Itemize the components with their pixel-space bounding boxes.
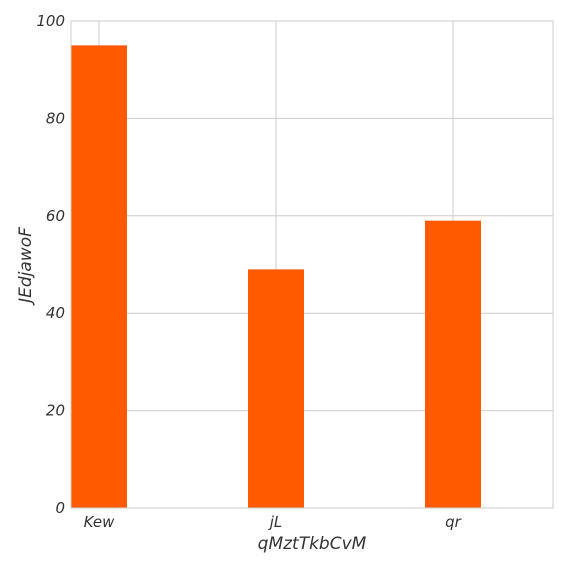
bar-jL (248, 269, 304, 508)
y-tick-label: 60 (46, 207, 65, 225)
y-tick-labels: 0 20 40 60 80 100 (36, 12, 65, 517)
x-tick-labels: Kew jL qr (84, 513, 462, 531)
y-tick-label: 0 (55, 499, 65, 517)
x-tick-label: qr (445, 513, 462, 531)
y-tick-label: 100 (36, 12, 65, 30)
x-tick-label: jL (268, 513, 283, 531)
y-tick-label: 80 (46, 109, 65, 127)
y-tick-label: 40 (46, 304, 65, 322)
x-tick-label: Kew (84, 513, 116, 531)
bar-qr (425, 221, 481, 508)
bar-Kew (71, 45, 127, 508)
y-tick-label: 20 (46, 402, 65, 420)
y-axis-label: JEdjawoF (16, 227, 36, 306)
x-axis-label: qMztTkbCvM (258, 534, 367, 554)
